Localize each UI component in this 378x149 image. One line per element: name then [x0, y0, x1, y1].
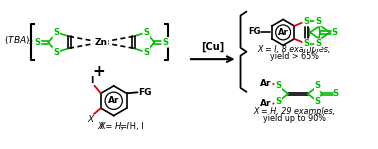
Text: FG: FG — [138, 88, 152, 97]
Text: S: S — [275, 97, 281, 106]
Text: S: S — [315, 17, 321, 25]
Text: Ar: Ar — [260, 79, 271, 88]
Text: X = H, 29 examples,: X = H, 29 examples, — [253, 107, 335, 116]
Text: X: X — [87, 115, 93, 124]
Text: S: S — [333, 89, 339, 98]
Text: S: S — [275, 81, 281, 90]
Text: S: S — [315, 97, 321, 106]
Text: S: S — [315, 39, 321, 48]
Text: Zn: Zn — [94, 38, 107, 47]
Text: X: X — [99, 122, 105, 131]
Text: S: S — [303, 17, 309, 25]
Text: +: + — [93, 63, 105, 79]
Text: yield > 65%: yield > 65% — [270, 52, 319, 61]
Text: S: S — [303, 39, 309, 48]
Text: X = I, 8 examples,: X = I, 8 examples, — [257, 45, 331, 54]
Text: Ar: Ar — [108, 96, 119, 105]
Text: = H, I: = H, I — [120, 122, 143, 131]
Text: I: I — [90, 76, 93, 85]
Text: S: S — [143, 28, 149, 37]
Text: Ar: Ar — [260, 99, 271, 108]
Text: S: S — [162, 38, 168, 47]
Text: S: S — [53, 48, 59, 57]
Text: yield up to 90%: yield up to 90% — [262, 114, 325, 123]
Text: S: S — [143, 48, 149, 57]
Text: Ar: Ar — [278, 28, 288, 37]
Text: [Cu]: [Cu] — [201, 42, 225, 52]
Text: S: S — [331, 28, 337, 37]
Text: $(TBA)_2$: $(TBA)_2$ — [4, 34, 34, 47]
Text: X = H, I: X = H, I — [98, 122, 130, 131]
Text: S: S — [315, 81, 321, 90]
Text: S: S — [53, 28, 59, 37]
Text: FG: FG — [248, 27, 260, 36]
Text: S: S — [34, 38, 40, 47]
